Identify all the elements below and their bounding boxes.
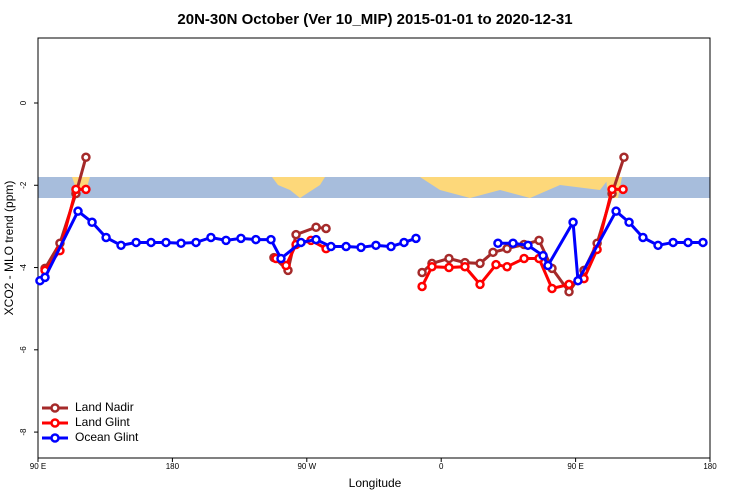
legend-marker: [50, 418, 60, 428]
data-point: [543, 260, 553, 271]
data-point: [116, 240, 126, 251]
data-point: [568, 217, 578, 228]
data-point: [523, 240, 533, 251]
data-point: [417, 267, 427, 278]
x-tick-label: 90 W: [297, 462, 316, 471]
data-point: [311, 234, 321, 245]
data-point: [281, 260, 291, 271]
data-point: [508, 238, 518, 249]
data-point: [624, 217, 634, 228]
data-point: [491, 259, 501, 270]
data-point: [653, 240, 663, 251]
data-point: [321, 223, 331, 234]
data-point: [502, 261, 512, 272]
x-tick-label: 180: [166, 462, 180, 471]
y-tick-label: -8: [19, 428, 28, 436]
x-axis-label: Longitude: [349, 476, 402, 490]
data-point: [161, 237, 171, 248]
data-point: [475, 279, 485, 290]
data-point: [71, 184, 81, 195]
data-point: [221, 235, 231, 246]
data-point: [176, 238, 186, 249]
data-point: [638, 232, 648, 243]
data-point: [488, 247, 498, 258]
data-point: [668, 237, 678, 248]
data-point: [698, 237, 708, 248]
data-point: [81, 184, 91, 195]
data-point: [411, 233, 421, 244]
data-point: [538, 250, 548, 261]
legend-label: Land Nadir: [75, 400, 134, 414]
data-point: [326, 241, 336, 252]
data-point: [341, 241, 351, 252]
data-point: [611, 206, 621, 216]
data-point: [460, 261, 470, 272]
data-point: [236, 233, 246, 244]
data-point: [311, 222, 321, 232]
data-point: [547, 283, 557, 294]
x-tick-label: 90 E: [567, 462, 583, 471]
data-point: [101, 232, 111, 243]
data-point: [444, 253, 454, 264]
plot-frame: [37, 37, 711, 459]
data-point: [356, 242, 366, 253]
data-point: [386, 241, 396, 252]
y-tick-label: -4: [19, 263, 28, 271]
data-point: [427, 261, 437, 272]
y-tick-label: -2: [19, 181, 28, 189]
data-point: [87, 217, 97, 228]
data-point: [607, 184, 617, 195]
legend-marker: [50, 433, 60, 443]
x-tick-label: 90 E: [30, 462, 46, 471]
data-point: [619, 152, 629, 163]
data-point: [502, 243, 512, 254]
data-point: [564, 287, 574, 297]
data-point: [73, 206, 83, 216]
data-point: [573, 275, 583, 286]
legend-marker: [50, 403, 60, 413]
legend-label: Land Glint: [75, 415, 130, 429]
y-tick-label: -6: [19, 346, 28, 354]
data-point: [493, 238, 503, 249]
data-point: [296, 237, 306, 248]
data-point: [251, 234, 261, 245]
data-point: [291, 229, 301, 240]
data-point: [399, 237, 409, 248]
data-point: [475, 258, 485, 269]
data-point: [146, 237, 156, 248]
data-point: [417, 281, 427, 292]
data-point: [371, 240, 381, 251]
data-point: [618, 184, 628, 195]
data-point: [131, 237, 141, 248]
data-point: [534, 235, 544, 246]
data-point: [81, 152, 91, 163]
data-point: [266, 234, 276, 245]
data-point: [191, 237, 201, 248]
x-tick-label: 0: [439, 462, 444, 471]
data-point: [564, 279, 574, 290]
data-point: [40, 272, 50, 283]
x-tick-label: 180: [703, 462, 717, 471]
data-point: [276, 253, 286, 264]
y-axis-label: XCO2 - MLO trend (ppm): [2, 181, 16, 316]
y-tick-label: 0: [19, 100, 28, 105]
data-point: [519, 253, 529, 264]
data-point: [206, 232, 216, 243]
data-point: [444, 262, 454, 273]
chart-title: 20N-30N October (Ver 10_MIP) 2015-01-01 …: [177, 11, 572, 28]
data-point: [683, 237, 693, 248]
legend-label: Ocean Glint: [75, 430, 139, 444]
